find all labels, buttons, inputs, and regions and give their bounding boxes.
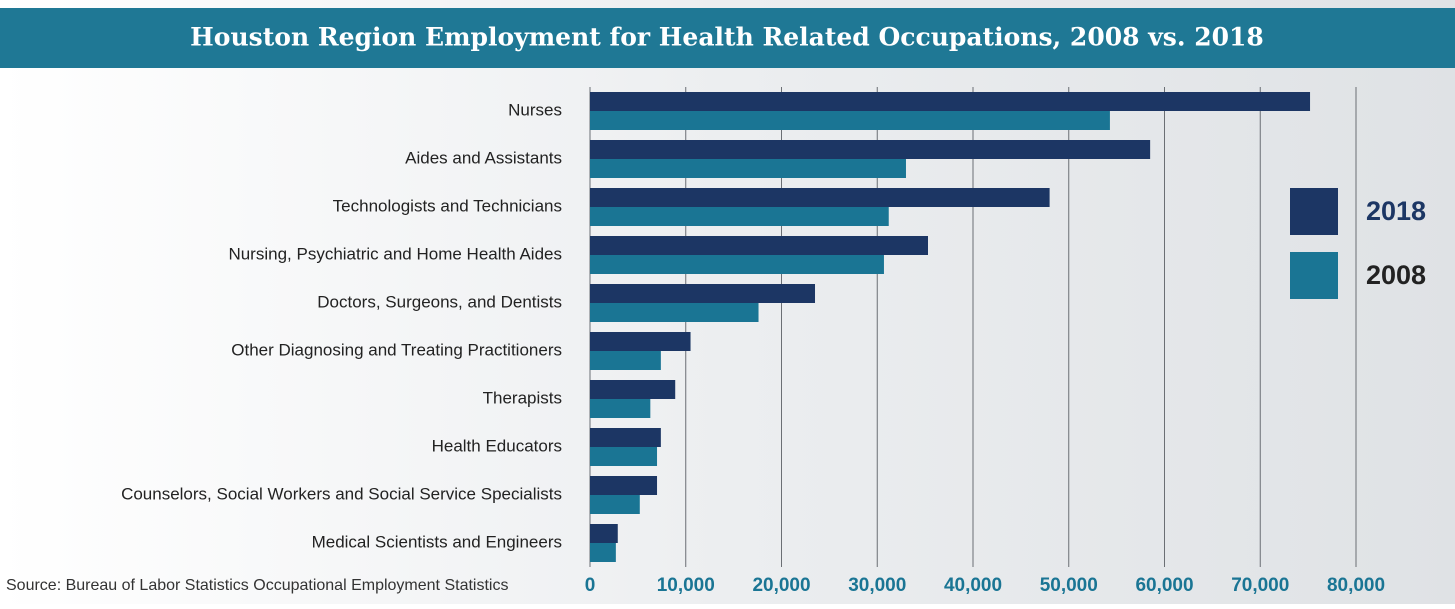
bar	[590, 351, 661, 370]
y-tick-label: Counselors, Social Workers and Social Se…	[121, 484, 562, 503]
x-tick-label: 70,000	[1231, 575, 1289, 596]
chart: Houston Region Employment for Health Rel…	[0, 0, 1455, 604]
bar	[590, 255, 884, 274]
bar	[590, 399, 650, 418]
x-tick-label: 50,000	[1040, 575, 1098, 596]
x-tick-label: 40,000	[944, 575, 1002, 596]
bar	[590, 380, 675, 399]
bar	[590, 207, 889, 226]
bar	[590, 188, 1050, 207]
bar	[590, 524, 618, 543]
bar	[590, 303, 759, 322]
x-tick-label: 60,000	[1135, 575, 1193, 596]
y-tick-label: Technologists and Technicians	[333, 196, 562, 215]
bar	[590, 476, 657, 495]
y-tick-label: Medical Scientists and Engineers	[312, 532, 562, 551]
x-tick-label: 0	[585, 575, 596, 596]
legend-label: 2008	[1366, 260, 1426, 290]
legend-swatch	[1290, 188, 1338, 235]
x-tick-label: 30,000	[848, 575, 906, 596]
bar	[590, 428, 661, 447]
legend-label: 2018	[1366, 196, 1426, 226]
bar	[590, 284, 815, 303]
bar	[590, 140, 1150, 159]
bar	[590, 236, 928, 255]
y-tick-label: Nurses	[508, 100, 562, 119]
y-tick-label: Doctors, Surgeons, and Dentists	[317, 292, 562, 311]
x-tick-label: 10,000	[657, 575, 715, 596]
y-tick-label: Aides and Assistants	[405, 148, 562, 167]
bar	[590, 447, 657, 466]
source: Source: Bureau of Labor Statistics Occup…	[6, 577, 508, 594]
chart-title: Houston Region Employment for Health Rel…	[190, 23, 1264, 52]
y-tick-label: Health Educators	[432, 436, 562, 455]
bar	[590, 495, 640, 514]
y-tick-label: Nursing, Psychiatric and Home Health Aid…	[228, 244, 562, 263]
x-tick-label: 20,000	[752, 575, 810, 596]
bar	[590, 543, 616, 562]
bar	[590, 332, 691, 351]
y-tick-label: Therapists	[483, 388, 562, 407]
bar	[590, 159, 906, 178]
legend-swatch	[1290, 252, 1338, 299]
y-tick-label: Other Diagnosing and Treating Practition…	[231, 340, 562, 359]
x-tick-label: 80,000	[1327, 575, 1385, 596]
bar	[590, 92, 1310, 111]
bar	[590, 111, 1110, 130]
